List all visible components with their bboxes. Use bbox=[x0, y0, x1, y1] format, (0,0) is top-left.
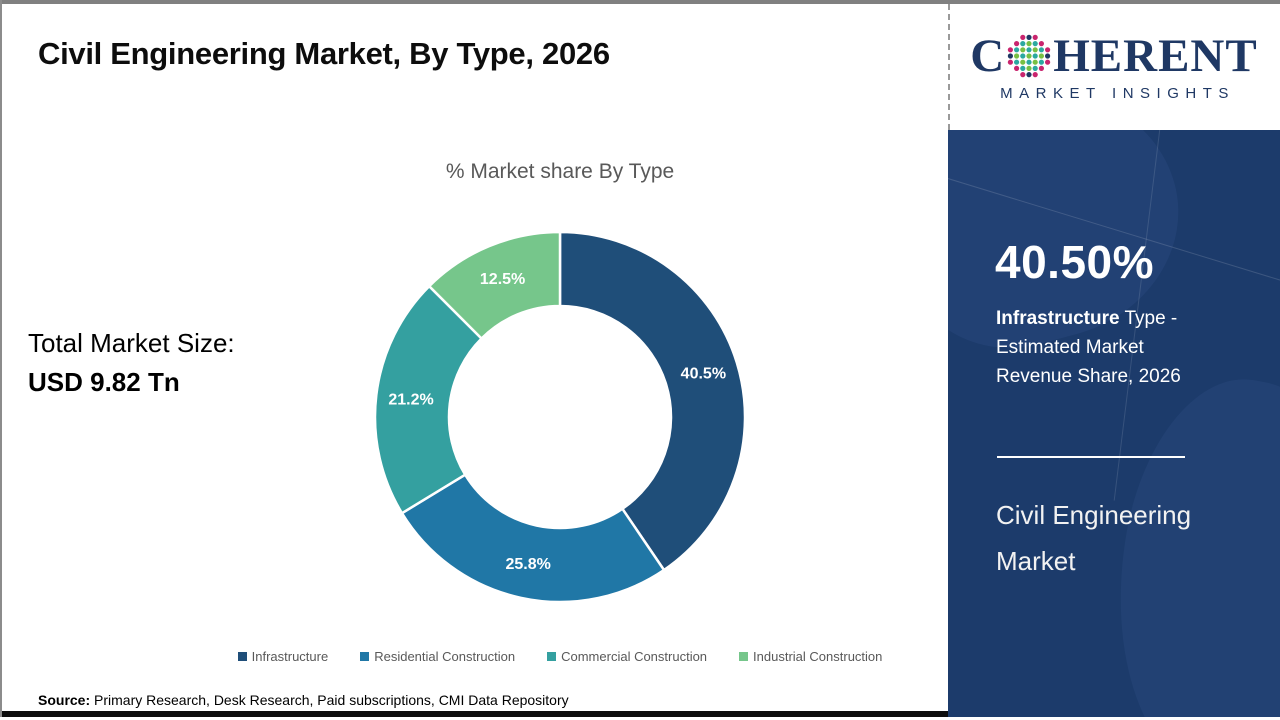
donut-label-1: 25.8% bbox=[506, 556, 551, 573]
donut-label-0: 40.5% bbox=[681, 365, 726, 382]
source-label: Source: bbox=[38, 692, 91, 708]
panel-title: Civil Engineering Market bbox=[996, 500, 1192, 576]
legend-swatch-icon bbox=[360, 652, 370, 661]
legend-item-1: Residential Construction bbox=[360, 649, 515, 664]
left-border bbox=[0, 0, 2, 717]
legend-item-0: Infrastructure bbox=[237, 649, 329, 664]
donut-segment-0 bbox=[558, 230, 747, 572]
legend-label: Industrial Construction bbox=[753, 649, 883, 664]
donut-segment-1 bbox=[400, 472, 666, 604]
total-market-size: Total Market Size: USD 9.82 Tn bbox=[28, 324, 235, 402]
legend-swatch-icon bbox=[237, 652, 247, 661]
chart-title: % Market share By Type bbox=[445, 160, 675, 183]
brand-prefix: C bbox=[970, 29, 1006, 82]
sidebar: C HERENT MARKET INSIGHTS 40.50% Infrastr… bbox=[948, 0, 1280, 720]
donut-segment-2 bbox=[373, 284, 484, 515]
legend-label: Residential Construction bbox=[374, 649, 516, 664]
donut-segment-3 bbox=[427, 230, 562, 341]
legend-label: Infrastructure bbox=[251, 649, 329, 664]
source-line: Source: Primary Research, Desk Research,… bbox=[38, 692, 569, 708]
page-title: Civil Engineering Market, By Type, 2026 bbox=[38, 36, 610, 71]
bottom-bar bbox=[0, 711, 948, 717]
legend-label: Commercial Construction bbox=[561, 649, 708, 664]
brand-wordmark: C HERENT bbox=[970, 29, 1258, 82]
legend-item-3: Industrial Construction bbox=[739, 649, 882, 664]
legend-swatch-icon bbox=[739, 652, 749, 661]
top-border bbox=[0, 0, 1280, 4]
brand-suffix: HERENT bbox=[1053, 29, 1258, 82]
legend-swatch-icon bbox=[547, 652, 557, 661]
donut-label-2: 21.2% bbox=[388, 392, 433, 409]
stat-description-bold: Infrastructure bbox=[996, 308, 1120, 329]
total-market-value: USD 9.82 Tn bbox=[28, 367, 180, 397]
donut-chart: 40.5% 25.8% 21.2% 12.5% bbox=[373, 230, 747, 604]
stat-value: 40.50% bbox=[995, 236, 1155, 288]
stat-description: Infrastructure Type - Estimated Market R… bbox=[996, 304, 1208, 391]
main-content: Civil Engineering Market, By Type, 2026 … bbox=[0, 36, 948, 717]
chart-legend: Infrastructure Residential Construction Co… bbox=[180, 649, 940, 664]
panel-divider bbox=[997, 456, 1185, 458]
donut-label-3: 12.5% bbox=[480, 271, 525, 288]
stat-description-rest: Type - Estimated Market Revenue Share, 2… bbox=[996, 308, 1181, 387]
brand-logo: C HERENT MARKET INSIGHTS bbox=[948, 4, 1278, 130]
globe-icon bbox=[1008, 34, 1051, 78]
total-market-label: Total Market Size: bbox=[28, 328, 235, 358]
source-text: Primary Research, Desk Research, Paid su… bbox=[90, 692, 569, 708]
sidebar-panel: 40.50% Infrastructure Type - Estimated M… bbox=[948, 130, 1280, 717]
brand-subtitle: MARKET INSIGHTS bbox=[1000, 84, 1235, 102]
legend-item-2: Commercial Construction bbox=[547, 649, 707, 664]
